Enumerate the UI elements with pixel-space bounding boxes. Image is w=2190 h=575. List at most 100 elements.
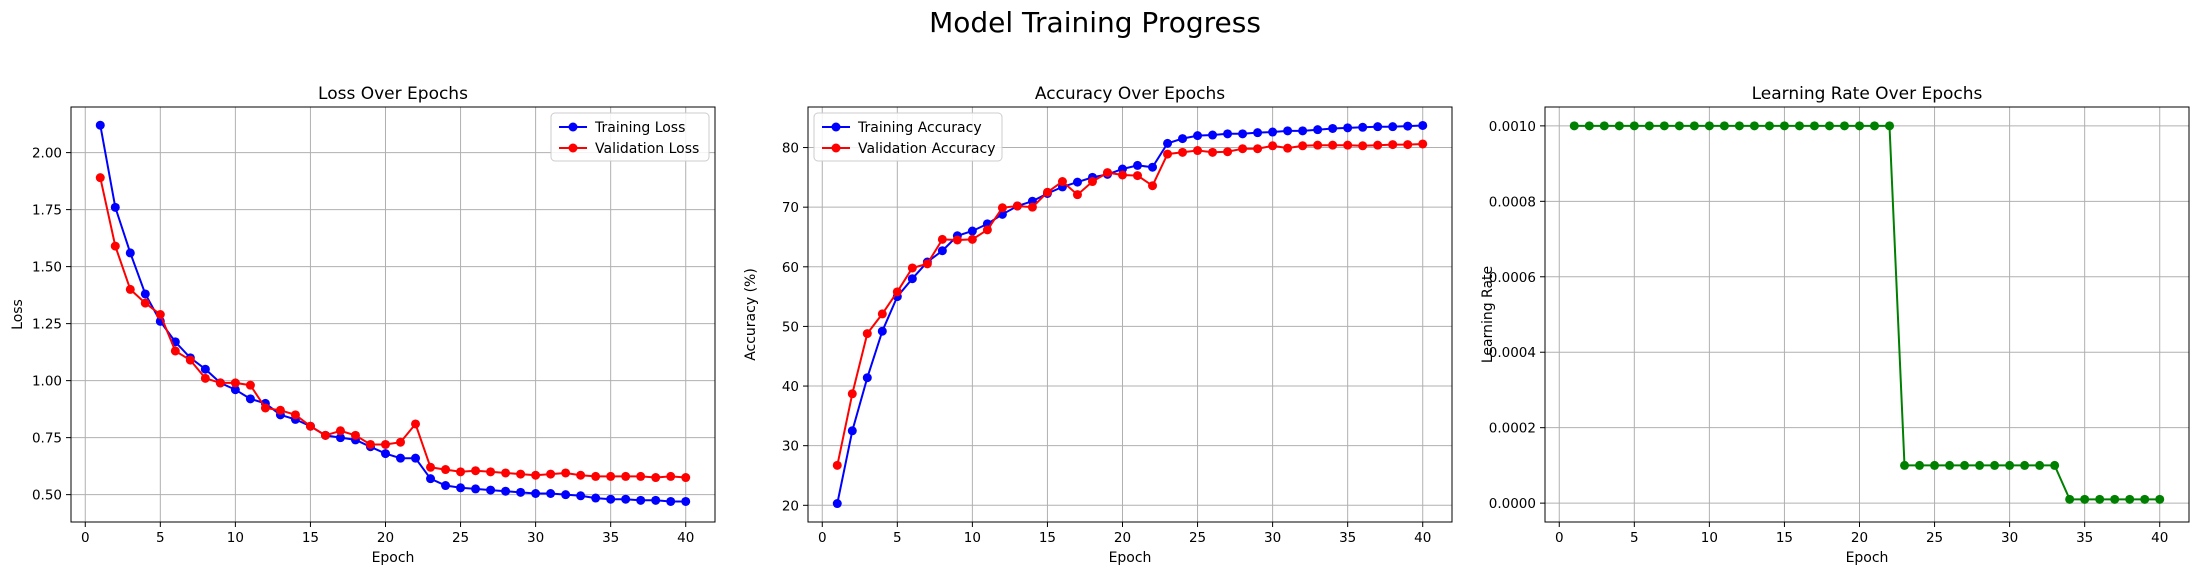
data-point bbox=[1975, 460, 1985, 470]
data-point bbox=[621, 494, 631, 504]
data-point bbox=[95, 173, 105, 183]
data-point bbox=[1990, 460, 2000, 470]
data-point bbox=[1418, 139, 1428, 149]
y-axis-label: Learning Rate bbox=[1480, 266, 1496, 363]
data-point bbox=[937, 234, 947, 244]
data-point bbox=[877, 309, 887, 319]
x-tick-label: 30 bbox=[2001, 530, 2018, 546]
x-tick-label: 10 bbox=[227, 530, 244, 546]
data-point bbox=[1358, 141, 1368, 151]
data-point bbox=[2050, 460, 2060, 470]
data-point bbox=[1148, 181, 1158, 191]
y-tick-label: 0.0000 bbox=[1489, 496, 1536, 512]
data-point bbox=[396, 437, 406, 447]
data-point bbox=[1163, 149, 1173, 159]
data-point bbox=[666, 471, 676, 481]
data-point bbox=[2095, 494, 2105, 504]
chart-2: 0 5 10 15 20 25 30 35 40 20 30 40 50 60 70 80 Accuracy O… bbox=[743, 84, 1453, 566]
series-line-2 bbox=[99, 177, 686, 479]
data-point bbox=[320, 430, 330, 440]
data-point bbox=[1208, 130, 1218, 140]
data-point bbox=[155, 310, 165, 319]
data-point bbox=[1839, 121, 1849, 131]
data-point bbox=[546, 488, 556, 498]
y-tick-label: 2.00 bbox=[32, 146, 62, 162]
y-axis-label: Loss bbox=[10, 299, 26, 330]
data-point bbox=[832, 460, 842, 470]
data-point bbox=[486, 467, 496, 477]
data-point bbox=[1148, 162, 1158, 172]
x-tick-label: 5 bbox=[156, 530, 165, 546]
x-axis-label: Epoch bbox=[1846, 550, 1889, 566]
data-point bbox=[365, 439, 375, 449]
data-point bbox=[636, 471, 646, 481]
data-point bbox=[1809, 121, 1819, 131]
data-point bbox=[1133, 160, 1143, 170]
data-point bbox=[862, 373, 872, 383]
x-tick-label: 15 bbox=[1039, 530, 1056, 546]
data-point bbox=[1223, 147, 1233, 157]
x-axis-label: Epoch bbox=[1109, 550, 1152, 566]
data-point bbox=[922, 259, 932, 269]
data-point bbox=[1945, 460, 1955, 470]
axes-frame bbox=[1544, 106, 2190, 523]
data-point bbox=[1689, 121, 1699, 131]
data-point bbox=[907, 263, 917, 273]
y-tick-label: 0.0006 bbox=[1489, 270, 1536, 286]
data-point bbox=[1734, 121, 1744, 131]
y-tick-label: 1.50 bbox=[32, 260, 62, 276]
legend-marker-validation-loss bbox=[568, 143, 578, 153]
data-point bbox=[275, 405, 285, 415]
data-point bbox=[862, 329, 872, 339]
y-tick-label: 70 bbox=[782, 200, 799, 216]
y-tick-label: 30 bbox=[782, 439, 799, 455]
x-tick-label: 0 bbox=[1555, 530, 1564, 546]
data-point bbox=[1644, 121, 1654, 131]
data-point bbox=[1870, 121, 1880, 131]
data-point bbox=[576, 470, 586, 480]
data-point bbox=[1313, 125, 1323, 135]
data-point bbox=[1915, 460, 1925, 470]
data-point bbox=[1283, 143, 1293, 153]
data-point bbox=[1178, 147, 1188, 157]
data-point bbox=[125, 248, 135, 258]
data-point bbox=[1358, 122, 1368, 132]
data-point bbox=[1614, 121, 1624, 131]
data-point bbox=[1674, 121, 1684, 131]
data-point bbox=[606, 471, 616, 481]
data-point bbox=[305, 421, 315, 431]
legend-label-training-loss: Training Loss bbox=[594, 120, 685, 136]
data-point bbox=[847, 426, 857, 436]
data-point bbox=[1824, 121, 1834, 131]
data-point bbox=[1253, 144, 1263, 154]
data-point bbox=[1343, 140, 1353, 150]
data-point bbox=[892, 287, 902, 297]
data-point bbox=[1854, 121, 1864, 131]
data-point bbox=[1102, 168, 1112, 178]
data-point bbox=[1193, 131, 1203, 141]
data-point bbox=[591, 493, 601, 503]
data-point bbox=[1238, 129, 1248, 139]
series-line-1 bbox=[99, 125, 686, 503]
data-point bbox=[1794, 121, 1804, 131]
data-point bbox=[1223, 129, 1233, 139]
x-tick-label: 15 bbox=[302, 530, 319, 546]
chart-1: 0 5 10 15 20 25 30 35 40 0.50 0.75 1.00 1.25 1.50 1.75… bbox=[10, 84, 716, 566]
data-point bbox=[1283, 126, 1293, 136]
legend-marker-training-loss bbox=[568, 122, 578, 132]
data-point bbox=[576, 491, 586, 501]
x-tick-label: 25 bbox=[452, 530, 469, 546]
data-point bbox=[561, 468, 571, 478]
data-point bbox=[1584, 121, 1594, 131]
data-point bbox=[531, 488, 541, 498]
axes-frame bbox=[70, 106, 716, 523]
y-tick-label: 0.75 bbox=[32, 431, 62, 447]
data-point bbox=[245, 394, 255, 404]
chart-title: Loss Over Epochs bbox=[318, 84, 468, 104]
data-point bbox=[411, 453, 421, 463]
data-point bbox=[1087, 177, 1097, 187]
data-point bbox=[380, 439, 390, 449]
data-point bbox=[215, 378, 225, 388]
y-tick-label: 0.0008 bbox=[1489, 194, 1536, 210]
